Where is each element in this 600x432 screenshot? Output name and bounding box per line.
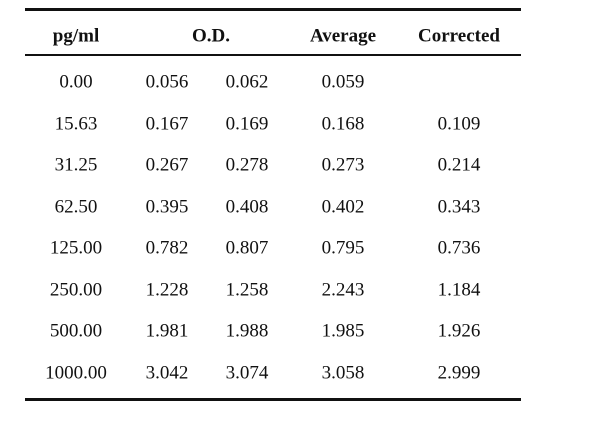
header-corrected: Corrected [418,25,500,47]
table-row: 500.00 1.981 1.988 1.985 1.926 [25,311,521,353]
cell-pg-ml: 125.00 [49,237,103,259]
cell-pg-ml: 31.25 [54,154,98,176]
cell-od-1: 1.228 [145,279,189,301]
cell-od-2: 0.278 [225,154,269,176]
cell-pg-ml: 15.63 [54,113,98,135]
cell-pg-ml: 1000.00 [45,362,107,384]
cell-od-1: 0.395 [145,196,189,218]
cell-average: 2.243 [321,279,365,301]
cell-average: 1.985 [321,320,365,342]
cell-average: 0.402 [321,196,365,218]
cell-od-2: 0.062 [225,71,269,93]
cell-corrected: 0.109 [437,113,481,135]
cell-od-2: 0.807 [225,237,269,259]
cell-average: 0.273 [321,154,365,176]
cell-average: 0.059 [321,71,365,93]
header-average: Average [309,25,377,47]
table-header-rule [25,54,521,56]
cell-average: 0.168 [321,113,365,135]
cell-od-2: 0.408 [225,196,269,218]
table-row: 15.63 0.167 0.169 0.168 0.109 [25,103,521,145]
cell-pg-ml: 0.00 [59,71,93,93]
cell-od-2: 1.258 [225,279,269,301]
header-od: O.D. [192,25,230,47]
table-row: 1000.00 3.042 3.074 3.058 2.999 [25,352,521,394]
table-row: 31.25 0.267 0.278 0.273 0.214 [25,145,521,187]
cell-od-2: 1.988 [225,320,269,342]
cell-pg-ml: 500.00 [49,320,103,342]
cell-corrected: 1.184 [437,279,481,301]
cell-average: 0.795 [321,237,365,259]
cell-od-1: 0.782 [145,237,189,259]
cell-corrected: 0.343 [437,196,481,218]
cell-od-2: 3.074 [225,362,269,384]
table-bottom-rule [25,397,521,401]
cell-od-2: 0.169 [225,113,269,135]
cell-corrected: 0.214 [437,154,481,176]
cell-corrected: 1.926 [437,320,481,342]
cell-corrected: 0.736 [437,237,481,259]
cell-average: 3.058 [321,362,365,384]
cell-od-1: 0.267 [145,154,189,176]
cell-od-1: 0.167 [145,113,189,135]
cell-od-1: 1.981 [145,320,189,342]
table-top-rule [25,8,521,11]
table-row: 250.00 1.228 1.258 2.243 1.184 [25,269,521,311]
cell-corrected: 2.999 [437,362,481,384]
cell-od-1: 0.056 [145,71,189,93]
table-row: 125.00 0.782 0.807 0.795 0.736 [25,228,521,270]
cell-od-1: 3.042 [145,362,189,384]
table-header-row: pg/ml O.D. Average Corrected [25,11,521,54]
table-row: 62.50 0.395 0.408 0.402 0.343 [25,186,521,228]
table-body: 0.00 0.056 0.062 0.059 15.63 0.167 0.169… [25,56,521,394]
header-pg-ml: pg/ml [52,25,100,47]
cell-pg-ml: 250.00 [49,279,103,301]
table-row: 0.00 0.056 0.062 0.059 [25,62,521,104]
data-table: pg/ml O.D. Average Corrected 0.00 0.056 … [25,8,521,401]
cell-pg-ml: 62.50 [54,196,98,218]
